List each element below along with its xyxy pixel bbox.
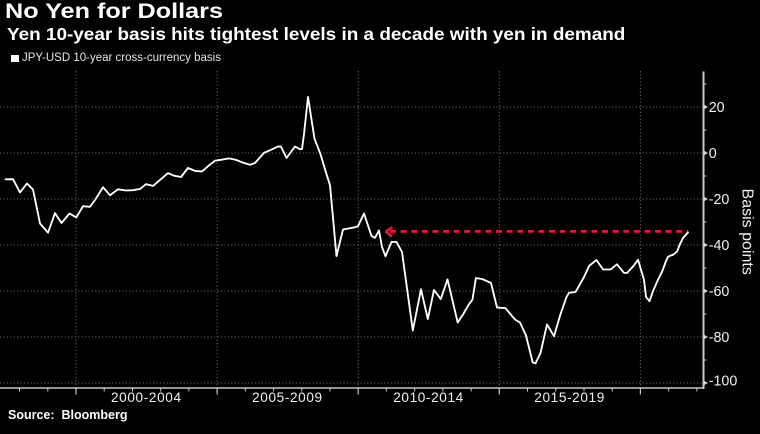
svg-text:20: 20 [709, 100, 725, 116]
svg-text:-40: -40 [709, 238, 730, 254]
svg-text:-60: -60 [709, 284, 730, 300]
svg-text:2000-2004: 2000-2004 [111, 390, 181, 405]
svg-text:-20: -20 [709, 192, 730, 208]
svg-text:2005-2009: 2005-2009 [252, 390, 322, 405]
svg-text:Basis points: Basis points [739, 189, 756, 275]
svg-text:2010-2014: 2010-2014 [393, 390, 463, 405]
svg-text:2015-2019: 2015-2019 [534, 390, 604, 405]
svg-text:0: 0 [709, 146, 717, 162]
svg-text:-100: -100 [709, 374, 738, 390]
svg-text:-80: -80 [709, 330, 730, 346]
